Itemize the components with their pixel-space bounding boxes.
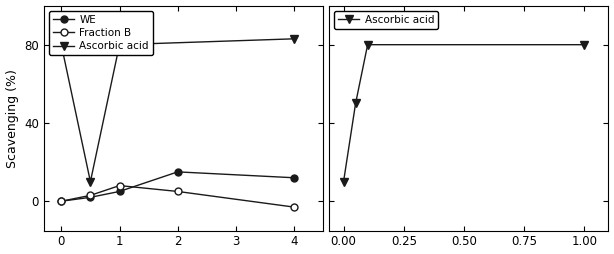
Line: Ascorbic acid: Ascorbic acid bbox=[57, 35, 298, 186]
WE bbox=[174, 170, 181, 173]
Ascorbic acid bbox=[116, 43, 123, 46]
WE bbox=[58, 200, 65, 203]
Fraction B bbox=[174, 190, 181, 193]
Text: (A): (A) bbox=[52, 12, 74, 25]
Line: WE: WE bbox=[58, 168, 298, 205]
WE bbox=[116, 190, 123, 193]
Fraction B bbox=[290, 205, 298, 209]
Fraction B bbox=[87, 194, 94, 197]
Ascorbic acid bbox=[352, 102, 359, 105]
Legend: Ascorbic acid: Ascorbic acid bbox=[334, 11, 438, 29]
Fraction B bbox=[58, 200, 65, 203]
Line: Fraction B: Fraction B bbox=[58, 182, 298, 211]
WE bbox=[87, 196, 94, 199]
Ascorbic acid bbox=[290, 37, 298, 40]
Text: (B): (B) bbox=[338, 12, 359, 25]
Fraction B bbox=[116, 184, 123, 187]
Ascorbic acid bbox=[364, 43, 371, 46]
Legend: WE, Fraction B, Ascorbic acid: WE, Fraction B, Ascorbic acid bbox=[49, 11, 153, 55]
Ascorbic acid bbox=[581, 43, 588, 46]
WE bbox=[290, 176, 298, 179]
Ascorbic acid bbox=[58, 43, 65, 46]
Ascorbic acid bbox=[340, 180, 348, 183]
Y-axis label: Scavenging (%): Scavenging (%) bbox=[6, 69, 18, 167]
Ascorbic acid bbox=[87, 180, 94, 183]
Line: Ascorbic acid: Ascorbic acid bbox=[340, 41, 589, 186]
